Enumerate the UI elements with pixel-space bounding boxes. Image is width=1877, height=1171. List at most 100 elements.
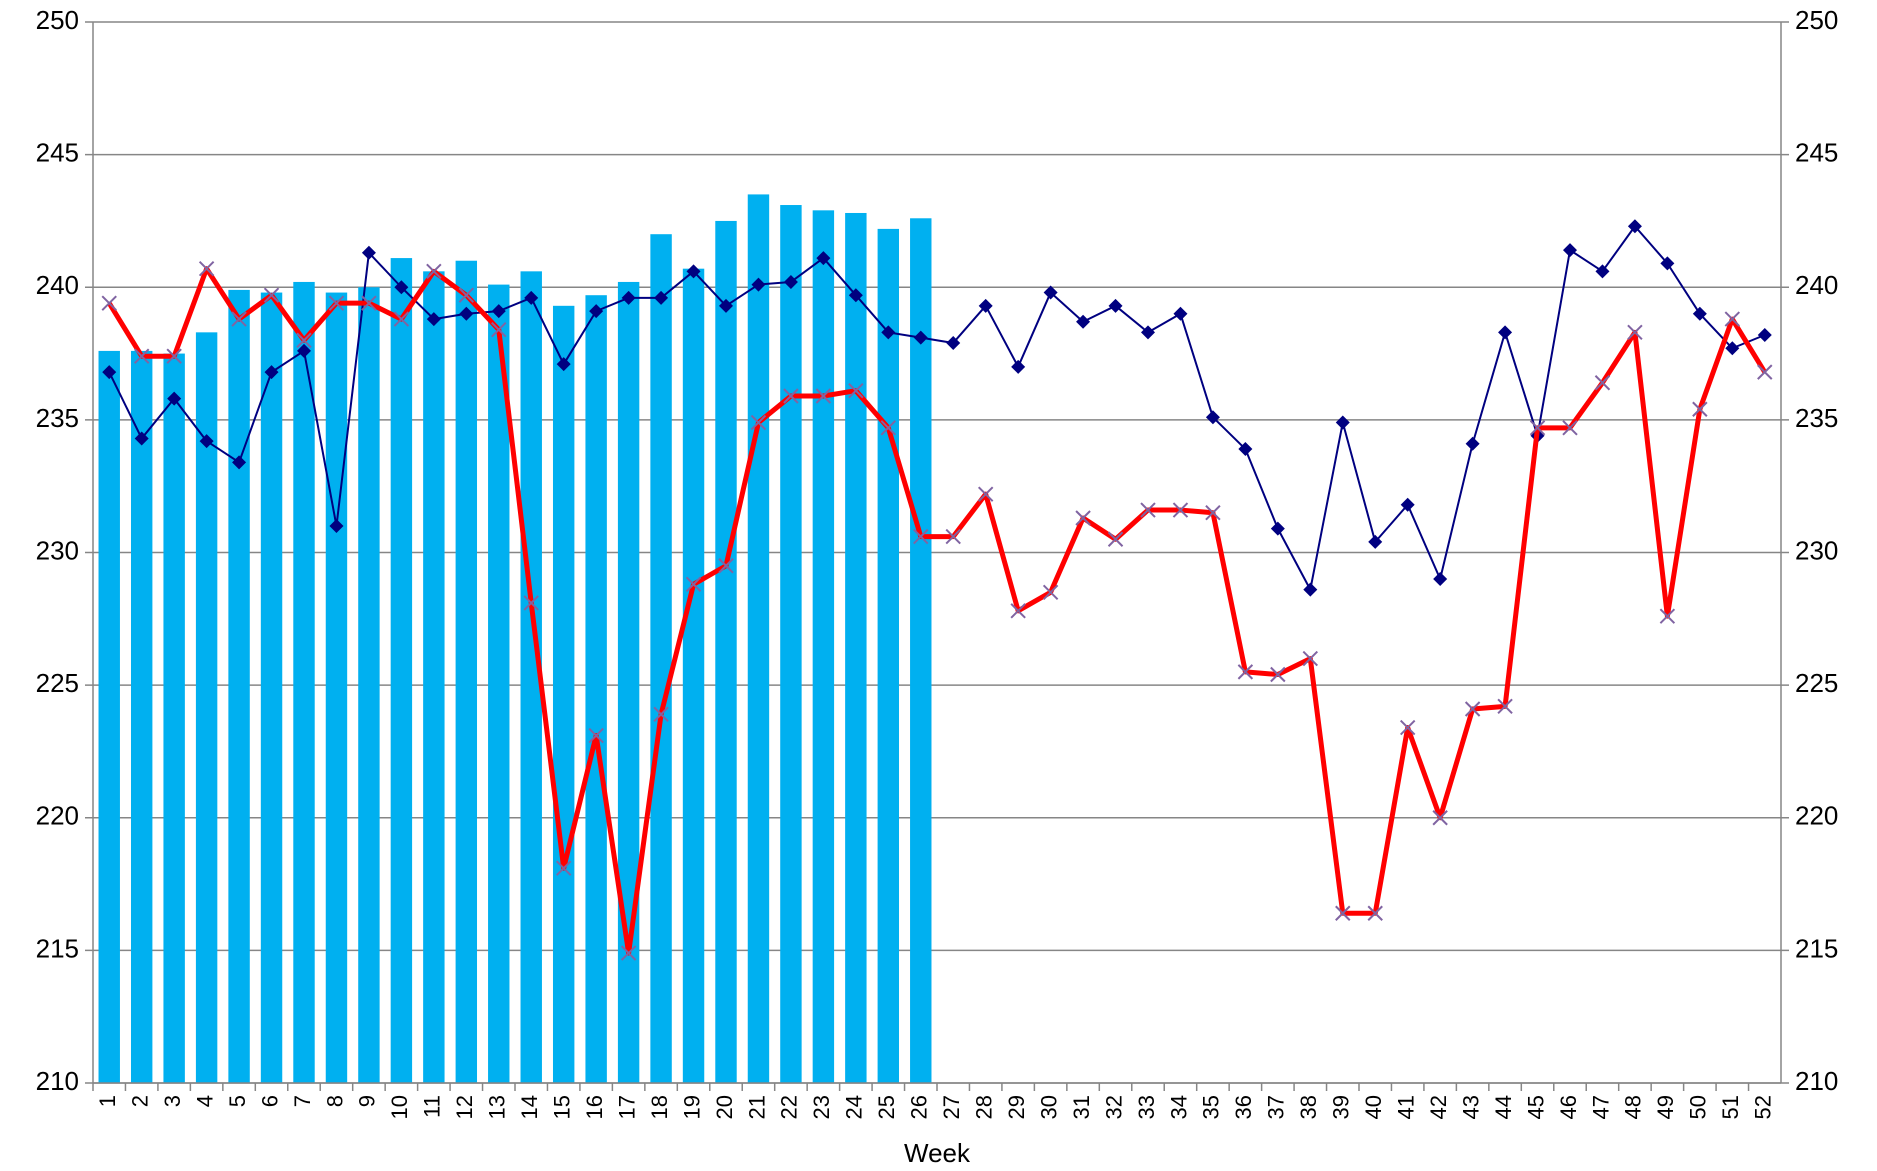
y2-tick-label: 230 [1795, 535, 1838, 565]
marker [1497, 698, 1513, 715]
x-tick-label: 17 [614, 1095, 639, 1119]
y-tick-label: 245 [36, 138, 79, 168]
x-tick-label: 21 [744, 1095, 769, 1119]
bar [910, 218, 932, 1083]
y2-tick-label: 215 [1795, 933, 1838, 963]
bar [520, 271, 542, 1084]
bar [163, 353, 185, 1083]
marker [653, 706, 669, 723]
x-tick-label: 14 [517, 1095, 542, 1119]
marker [426, 312, 441, 327]
marker [945, 528, 961, 545]
marker [1076, 314, 1091, 329]
marker [328, 295, 345, 311]
bar [130, 350, 153, 1083]
marker [1563, 243, 1577, 258]
bar [195, 332, 218, 1083]
y-tick-label: 230 [36, 535, 79, 565]
marker [491, 321, 507, 338]
marker [329, 518, 344, 533]
marker [783, 388, 799, 404]
marker [620, 945, 637, 961]
marker [1205, 410, 1220, 425]
bar [390, 258, 413, 1083]
marker [1335, 415, 1350, 430]
x-tick-label: 31 [1069, 1095, 1094, 1119]
marker [621, 290, 636, 305]
bar [617, 281, 640, 1083]
marker [1368, 534, 1383, 549]
marker [524, 290, 539, 305]
marker [523, 595, 539, 611]
x-tick-label: 36 [1231, 1095, 1256, 1119]
marker [1335, 905, 1351, 921]
x-tick-label: 6 [257, 1095, 282, 1107]
marker [1043, 285, 1058, 300]
marker [880, 420, 897, 436]
marker [1432, 810, 1448, 826]
marker [816, 251, 831, 266]
marker [978, 298, 993, 313]
bar [877, 228, 900, 1083]
marker [686, 264, 701, 279]
x-tick-label: 11 [420, 1095, 445, 1118]
x-tick-label: 30 [1036, 1095, 1061, 1119]
x-tick-label: 22 [777, 1095, 802, 1119]
x-tick-label: 16 [582, 1095, 607, 1119]
marker [1562, 420, 1578, 436]
marker [946, 335, 961, 350]
marker [1692, 306, 1707, 321]
y-tick-label: 220 [36, 801, 79, 831]
x-tick-label: 2 [128, 1095, 153, 1107]
marker [102, 365, 117, 380]
x-tick-label: 34 [1166, 1095, 1191, 1119]
marker [1011, 359, 1026, 374]
x-tick-label: 1 [95, 1095, 120, 1107]
line [107, 266, 1767, 956]
line [108, 225, 1766, 591]
marker [719, 298, 733, 313]
bar [845, 212, 867, 1084]
x-tick-label: 48 [1621, 1095, 1646, 1119]
x-tick-label: 47 [1588, 1095, 1613, 1119]
x-tick-label: 24 [842, 1095, 867, 1119]
marker [555, 860, 572, 876]
marker [815, 388, 832, 404]
x-tick-label: 45 [1523, 1095, 1548, 1119]
marker [783, 274, 798, 289]
y-tick-label: 250 [36, 5, 79, 35]
marker [134, 431, 149, 446]
marker [1692, 401, 1708, 417]
bar [228, 289, 250, 1084]
x-tick-label: 3 [160, 1095, 185, 1107]
bar [260, 292, 283, 1083]
x-tick-label: 33 [1134, 1095, 1159, 1119]
marker [1595, 264, 1610, 279]
x-tick-label: 19 [679, 1095, 704, 1119]
bar [552, 305, 575, 1083]
y2-tick-label: 245 [1795, 138, 1838, 168]
x-tick-label: 27 [939, 1095, 964, 1119]
marker [881, 325, 896, 340]
marker [1433, 572, 1448, 587]
marker [1464, 701, 1481, 717]
marker [199, 434, 214, 449]
y-tick-label: 240 [36, 270, 79, 300]
x-tick-label: 32 [1101, 1095, 1126, 1119]
x-tick-label: 38 [1296, 1095, 1321, 1119]
marker [198, 260, 215, 277]
x-tick-label: 51 [1718, 1095, 1743, 1119]
x-tick-label: 42 [1426, 1095, 1451, 1119]
marker [718, 558, 734, 574]
x-tick-label: 39 [1329, 1095, 1354, 1119]
x-tick-label: 7 [290, 1095, 315, 1107]
marker [848, 288, 863, 303]
marker [1042, 584, 1059, 600]
x-tick-label: 40 [1361, 1095, 1386, 1119]
marker [1303, 582, 1318, 597]
marker [1529, 420, 1546, 436]
marker [1724, 311, 1741, 327]
marker [1660, 256, 1675, 271]
x-tick-label: 12 [452, 1095, 477, 1119]
marker [556, 357, 571, 372]
